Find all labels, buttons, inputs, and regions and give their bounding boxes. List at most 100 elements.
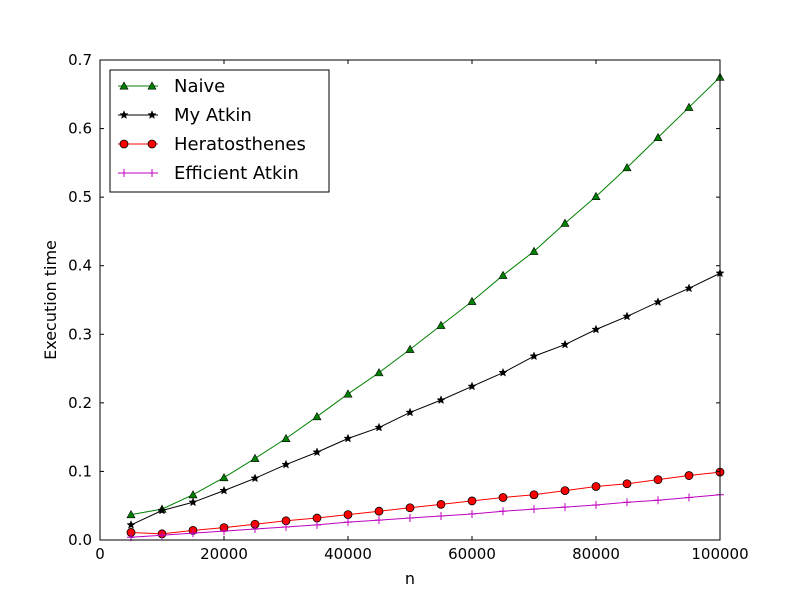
data-point <box>405 344 415 353</box>
data-point <box>436 395 446 405</box>
y-tick-label: 0.1 <box>68 462 92 480</box>
y-axis-ticks: 0.0 0.1 0.2 0.3 0.4 0.5 0.6 0.7 <box>68 51 720 549</box>
data-point <box>622 163 632 172</box>
data-point <box>560 339 570 349</box>
data-point <box>313 520 321 529</box>
data-point <box>126 520 136 529</box>
legend-marker <box>119 110 129 119</box>
data-point <box>467 296 477 305</box>
data-point <box>343 389 353 398</box>
legend-label: My Atkin <box>174 105 252 126</box>
data-point <box>250 473 260 483</box>
legend-entry: Heratosthenes <box>118 134 306 155</box>
data-point <box>220 527 228 536</box>
data-point <box>685 493 693 502</box>
data-point <box>158 531 166 540</box>
data-point <box>281 433 291 443</box>
data-point <box>467 496 477 506</box>
data-point <box>653 297 663 307</box>
series-line <box>130 494 721 538</box>
data-point <box>374 368 384 377</box>
data-point <box>157 505 167 515</box>
data-point <box>436 499 446 509</box>
data-point <box>560 218 570 227</box>
data-point <box>654 496 662 505</box>
data-point <box>622 479 632 489</box>
x-axis-label: n <box>405 569 415 588</box>
data-point <box>467 381 477 391</box>
series-heratosthenes <box>126 467 725 539</box>
series-line <box>130 471 721 535</box>
data-point <box>312 513 322 523</box>
data-point <box>312 447 322 457</box>
x-tick-label: 0 <box>95 545 105 563</box>
data-point <box>282 522 290 531</box>
legend-marker <box>119 139 129 149</box>
data-point <box>529 246 539 255</box>
legend-marker <box>147 139 157 149</box>
legend-entries: Naive My Atkin Heratosthenes Efficient Atki… <box>118 76 306 184</box>
y-tick-label: 0.6 <box>68 120 92 138</box>
legend-marker <box>120 169 128 177</box>
data-point <box>591 324 601 334</box>
data-point <box>653 475 663 485</box>
y-tick-label: 0.0 <box>68 531 92 549</box>
data-point <box>529 490 539 500</box>
data-point <box>406 514 414 523</box>
data-point <box>468 509 476 518</box>
data-point <box>405 503 415 513</box>
legend-entry: My Atkin <box>118 105 252 126</box>
data-point <box>343 433 353 443</box>
x-tick-label: 40000 <box>324 545 372 563</box>
data-point <box>498 270 508 279</box>
data-point <box>251 525 259 534</box>
legend-entry: Efficient Atkin <box>118 163 299 184</box>
x-tick-label: 60000 <box>448 545 496 563</box>
x-tick-label: 20000 <box>200 545 248 563</box>
y-tick-label: 0.5 <box>68 188 92 206</box>
data-point <box>126 510 136 519</box>
data-point <box>591 191 601 200</box>
series-my-atkin <box>126 268 725 529</box>
data-point <box>498 367 508 377</box>
data-point <box>250 453 260 462</box>
legend: Naive My Atkin Heratosthenes Efficient Atki… <box>109 69 330 193</box>
data-point <box>684 283 694 293</box>
data-point <box>189 529 197 538</box>
data-point <box>405 407 415 417</box>
legend-box <box>109 69 330 193</box>
data-point <box>529 351 539 361</box>
data-point <box>591 482 601 491</box>
x-tick-label: 100000 <box>691 545 748 563</box>
data-point <box>344 518 352 527</box>
data-point <box>374 422 384 432</box>
data-point <box>560 486 570 496</box>
data-point <box>188 490 198 499</box>
y-tick-label: 0.4 <box>68 257 92 275</box>
y-axis-label: Execution time <box>41 240 60 360</box>
data-point <box>188 497 198 507</box>
data-point <box>436 320 446 329</box>
legend-marker <box>147 110 157 119</box>
data-point <box>499 507 507 516</box>
data-point <box>281 459 291 469</box>
series-naive <box>126 72 725 519</box>
legend-label: Efficient Atkin <box>174 163 299 184</box>
legend-entry: Naive <box>118 76 225 97</box>
legend-marker <box>148 169 156 177</box>
series-efficient-atkin <box>127 490 724 542</box>
x-axis-ticks: 0 20000 40000 60000 80000 100000 <box>95 60 749 563</box>
series-line <box>130 272 721 526</box>
data-point <box>498 493 508 502</box>
data-point <box>437 512 445 520</box>
y-tick-label: 0.3 <box>68 325 92 343</box>
data-point <box>684 102 694 111</box>
data-point <box>592 501 600 510</box>
data-point <box>561 503 569 512</box>
series-line <box>130 76 721 516</box>
legend-marker <box>147 81 157 90</box>
y-tick-label: 0.2 <box>68 394 92 412</box>
data-point <box>374 506 384 516</box>
